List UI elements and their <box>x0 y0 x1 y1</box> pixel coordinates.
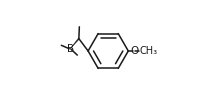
Text: B: B <box>66 44 73 54</box>
Text: CH₃: CH₃ <box>138 46 156 56</box>
Text: O: O <box>129 46 138 56</box>
Polygon shape <box>70 38 79 49</box>
